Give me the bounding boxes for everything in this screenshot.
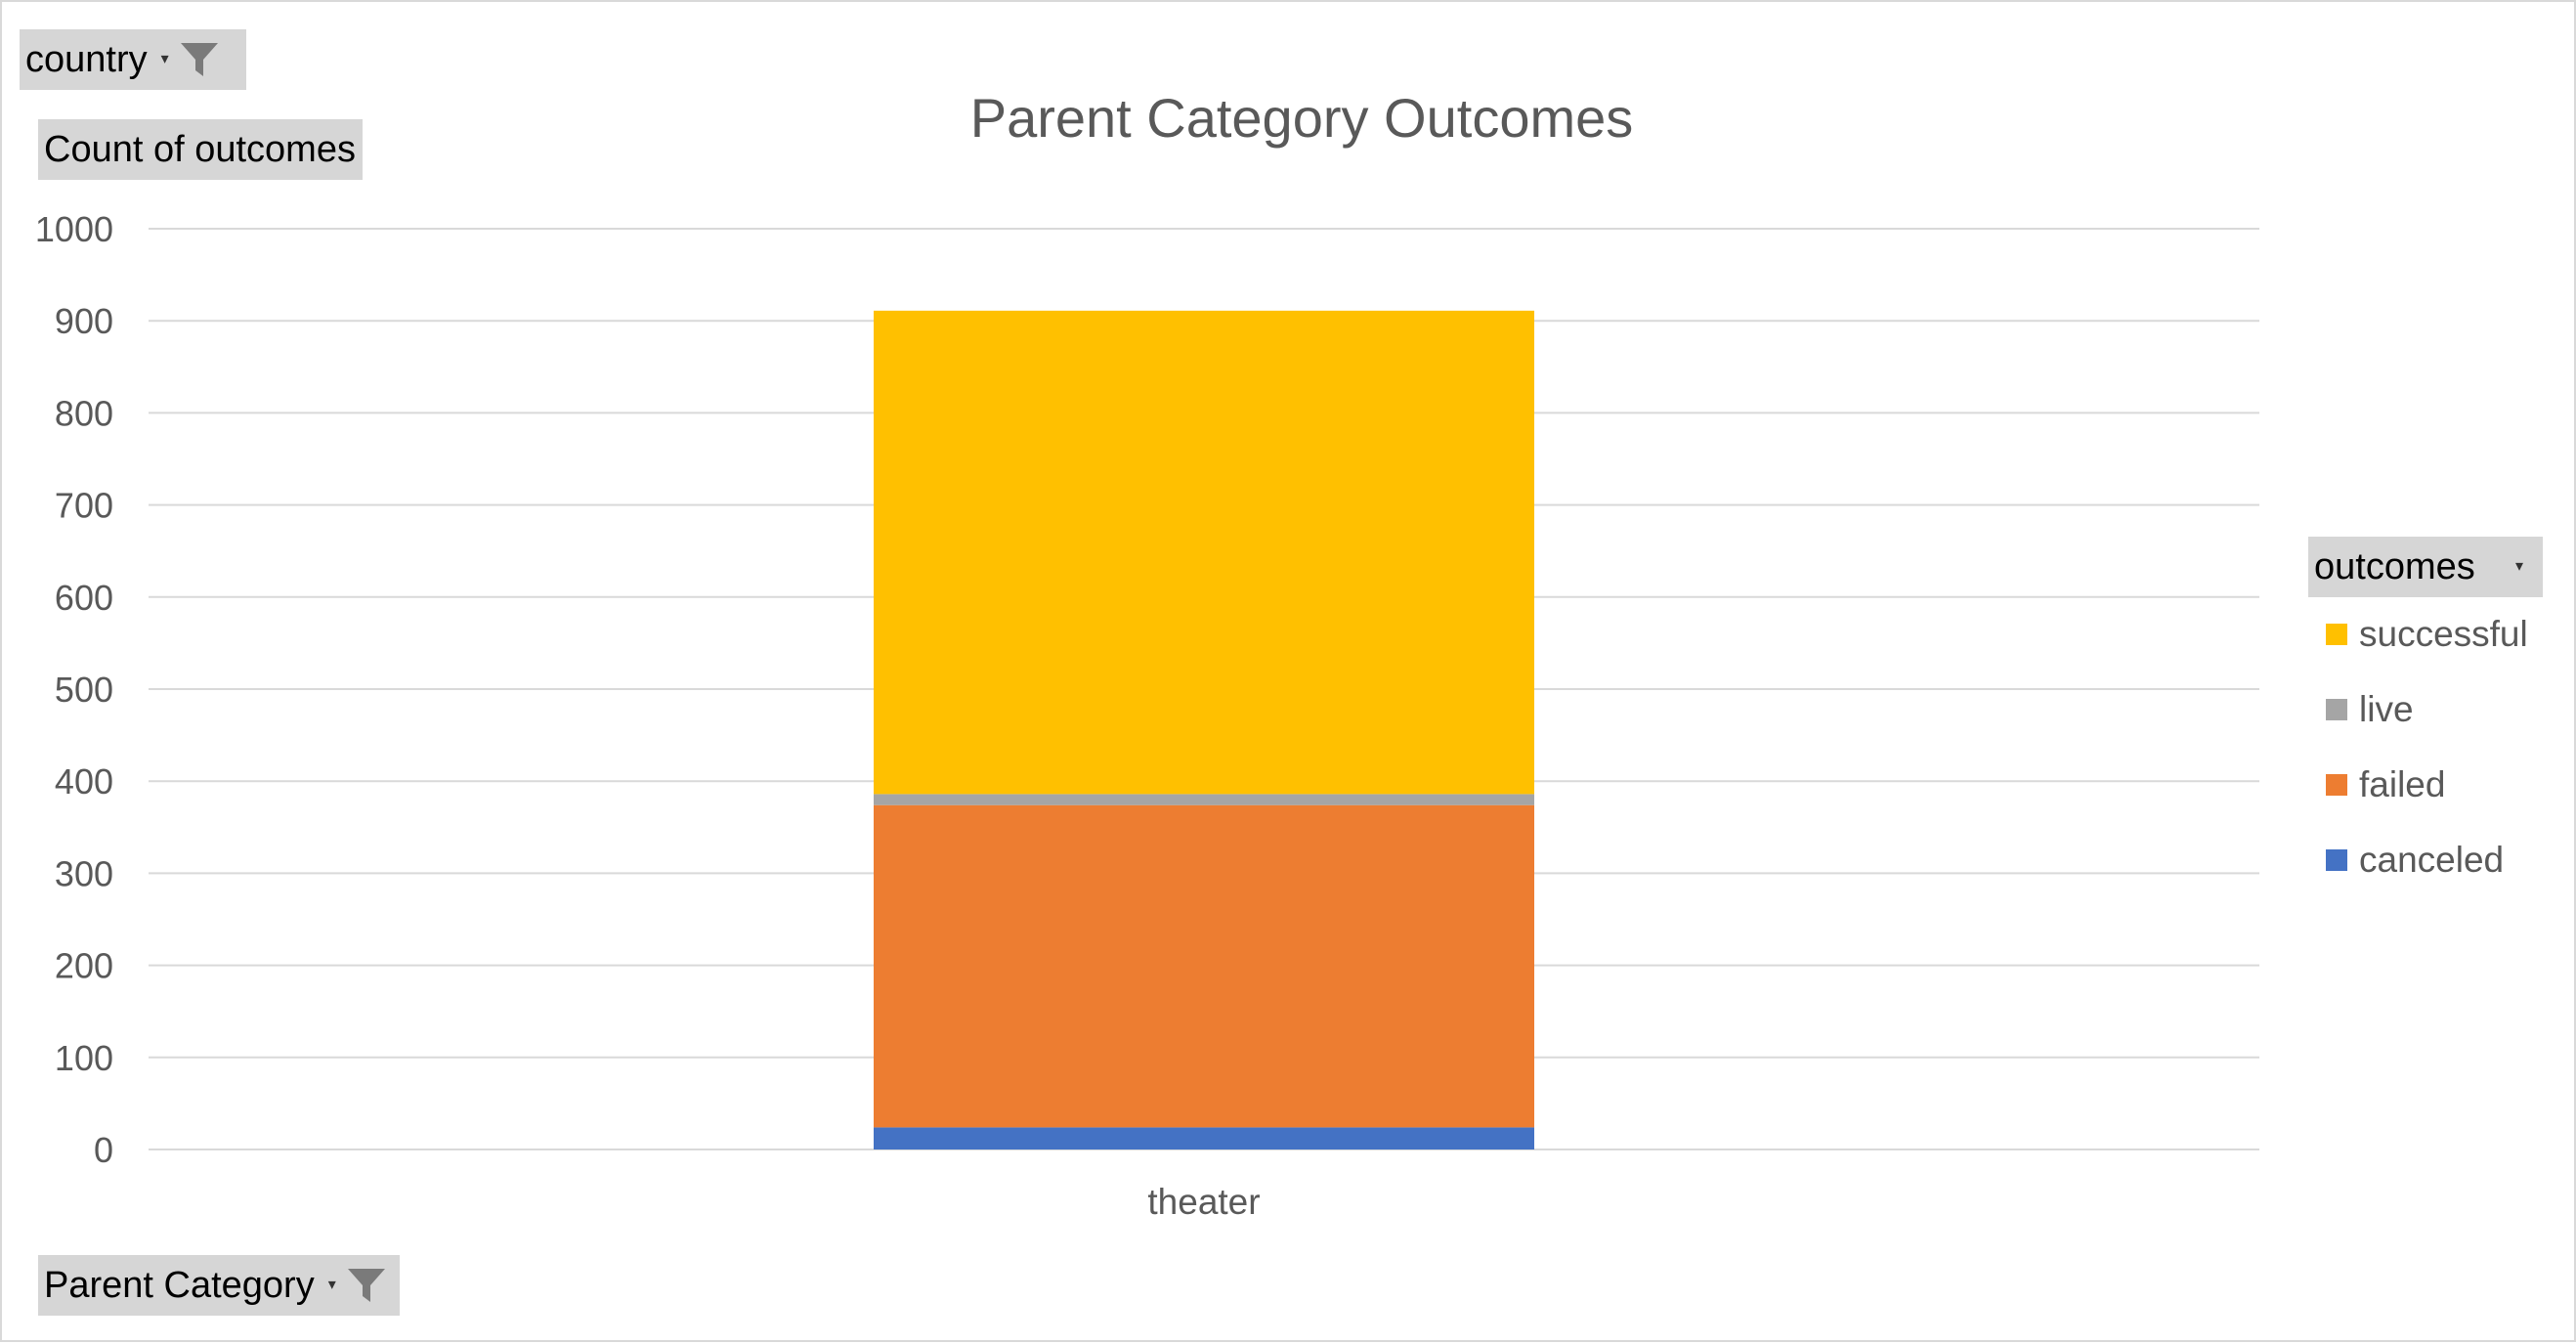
legend-label: failed — [2359, 764, 2446, 804]
legend-swatch — [2326, 849, 2347, 871]
country-filter-button[interactable]: country ▾ — [20, 29, 246, 90]
x-tick-label: theater — [1147, 1182, 1260, 1222]
y-tick-label: 800 — [55, 393, 113, 433]
y-tick-label: 600 — [55, 578, 113, 618]
legend-swatch — [2326, 624, 2347, 645]
y-tick-label: 500 — [55, 670, 113, 710]
legend-label: successful — [2359, 614, 2528, 654]
bar-canceled[interactable] — [874, 1127, 1534, 1149]
y-tick-label: 200 — [55, 946, 113, 986]
legend-swatch — [2326, 699, 2347, 720]
legend-field-button[interactable]: outcomes ▾ — [2308, 537, 2543, 597]
legend-item-failed[interactable]: failed — [2326, 764, 2445, 805]
x-axis-ticks: theater — [1147, 1182, 1260, 1222]
legend-label: live — [2359, 689, 2414, 729]
y-tick-label: 700 — [55, 486, 113, 526]
y-tick-label: 1000 — [35, 209, 113, 249]
funnel-icon[interactable] — [346, 1266, 387, 1305]
values-field-label: Count of outcomes — [44, 128, 356, 170]
y-tick-label: 0 — [94, 1130, 113, 1170]
legend-item-successful[interactable]: successful — [2326, 614, 2528, 655]
bar-failed[interactable] — [874, 804, 1534, 1128]
chevron-down-icon[interactable]: ▾ — [160, 51, 169, 67]
bars — [874, 310, 1534, 1149]
values-field-button[interactable]: Count of outcomes — [38, 119, 363, 180]
y-tick-label: 900 — [55, 301, 113, 341]
y-tick-label: 100 — [55, 1038, 113, 1078]
bar-live[interactable] — [874, 794, 1534, 805]
legend-swatch — [2326, 774, 2347, 796]
axis-field-button[interactable]: Parent Category ▾ — [38, 1255, 400, 1316]
funnel-icon[interactable] — [179, 40, 220, 79]
chevron-down-icon[interactable]: ▾ — [327, 1277, 336, 1293]
country-filter-label: country — [25, 38, 148, 80]
legend-item-canceled[interactable]: canceled — [2326, 840, 2504, 881]
legend-field-label: outcomes — [2314, 545, 2475, 587]
legend-item-live[interactable]: live — [2326, 689, 2414, 730]
y-axis-ticks: 0 100 200 300 400 500 600 700 800 900 1000 — [35, 209, 113, 1170]
y-tick-label: 300 — [55, 853, 113, 893]
bar-successful[interactable] — [874, 310, 1534, 795]
axis-field-label: Parent Category — [44, 1264, 315, 1306]
chart-title: Parent Category Outcomes — [969, 87, 1634, 149]
legend-label: canceled — [2359, 840, 2505, 880]
chevron-down-icon[interactable]: ▾ — [2514, 558, 2523, 575]
y-tick-label: 400 — [55, 761, 113, 802]
